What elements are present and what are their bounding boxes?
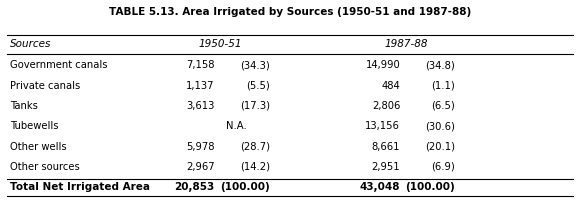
Text: Private canals: Private canals (10, 81, 80, 91)
Text: (1.1): (1.1) (432, 81, 455, 91)
Text: TABLE 5.13. Area Irrigated by Sources (1950-51 and 1987-88): TABLE 5.13. Area Irrigated by Sources (1… (109, 7, 471, 17)
Text: (6.9): (6.9) (432, 162, 455, 172)
Text: 5,978: 5,978 (186, 142, 215, 152)
Text: (5.5): (5.5) (246, 81, 270, 91)
Text: Total Net Irrigated Area: Total Net Irrigated Area (10, 182, 150, 192)
Text: (34.3): (34.3) (240, 60, 270, 70)
Text: (14.2): (14.2) (240, 162, 270, 172)
Text: Tubewells: Tubewells (10, 121, 59, 131)
Text: N.A.: N.A. (226, 121, 247, 131)
Text: 2,951: 2,951 (372, 162, 400, 172)
Text: 1,137: 1,137 (186, 81, 215, 91)
Text: 1987-88: 1987-88 (384, 39, 428, 49)
Text: Sources: Sources (10, 39, 51, 49)
Text: 20,853: 20,853 (175, 182, 215, 192)
Text: 484: 484 (382, 81, 400, 91)
Text: 14,990: 14,990 (365, 60, 400, 70)
Text: 43,048: 43,048 (360, 182, 400, 192)
Text: (34.8): (34.8) (426, 60, 455, 70)
Text: 2,806: 2,806 (372, 101, 400, 111)
Text: (6.5): (6.5) (432, 101, 455, 111)
Text: 13,156: 13,156 (365, 121, 400, 131)
Text: 7,158: 7,158 (186, 60, 215, 70)
Text: (100.00): (100.00) (405, 182, 455, 192)
Text: (17.3): (17.3) (240, 101, 270, 111)
Text: 8,661: 8,661 (372, 142, 400, 152)
Text: (20.1): (20.1) (425, 142, 455, 152)
Text: 2,967: 2,967 (186, 162, 215, 172)
Text: 3,613: 3,613 (186, 101, 215, 111)
Text: 1950-51: 1950-51 (198, 39, 242, 49)
Text: Other wells: Other wells (10, 142, 67, 152)
Text: Other sources: Other sources (10, 162, 79, 172)
Text: Government canals: Government canals (10, 60, 107, 70)
Text: (28.7): (28.7) (240, 142, 270, 152)
Text: Tanks: Tanks (10, 101, 38, 111)
Text: (30.6): (30.6) (425, 121, 455, 131)
Text: (100.00): (100.00) (220, 182, 270, 192)
